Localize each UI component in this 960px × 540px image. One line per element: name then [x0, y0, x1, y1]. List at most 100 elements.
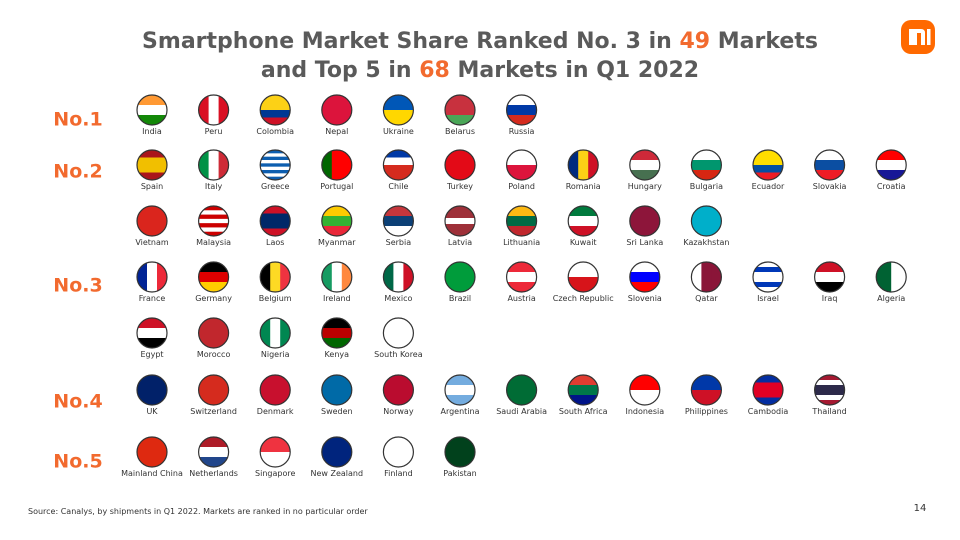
flag: [321, 95, 352, 125]
country-name: Malaysia: [196, 238, 231, 247]
flag: [198, 318, 229, 348]
market: Ireland: [321, 261, 353, 303]
market: Brazil: [444, 261, 476, 303]
country-name: Hungary: [628, 182, 662, 191]
market: Netherlands: [189, 436, 238, 478]
country-name: Saudi Arabia: [496, 407, 547, 416]
market: New Zealand: [311, 436, 364, 478]
country-name: Iraq: [822, 294, 838, 303]
flag: [321, 150, 352, 180]
country-name: Thailand: [811, 407, 846, 416]
market: Argentina: [440, 374, 480, 416]
source-note: Source: Canalys, by shipments in Q1 2022…: [28, 507, 368, 516]
country-name: Indonesia: [625, 407, 664, 416]
flag: [445, 437, 475, 467]
rank-label: No.4: [53, 391, 102, 413]
flag: [445, 206, 475, 236]
flag: [568, 206, 599, 236]
country-name: Egypt: [140, 350, 163, 359]
flag: [137, 375, 167, 405]
market: Israel: [752, 261, 784, 303]
market: Nepal: [321, 94, 353, 136]
market: Czech Republic: [553, 261, 614, 303]
country-name: New Zealand: [311, 469, 364, 478]
flag: [260, 318, 291, 348]
country-name: Peru: [205, 127, 223, 136]
market: UK: [136, 374, 168, 416]
flag: [753, 262, 783, 292]
title-text: and Top 5 in: [261, 58, 419, 83]
country-name: Israel: [757, 294, 779, 303]
country-name: Sweden: [321, 407, 353, 416]
flag: [445, 95, 475, 125]
flag: [198, 206, 229, 236]
market: Mexico: [382, 261, 414, 303]
page-number: 14: [914, 503, 927, 514]
country-name: Belgium: [259, 294, 292, 303]
flag: [629, 150, 660, 180]
flag: [814, 375, 845, 405]
flag: [691, 262, 722, 292]
flag: [568, 262, 599, 292]
country-name: Croatia: [877, 182, 906, 191]
market: South Korea: [374, 317, 423, 359]
market: Poland: [505, 149, 538, 191]
country-name: Romania: [566, 182, 601, 191]
country-name: Poland: [508, 182, 535, 191]
flag: [137, 150, 167, 180]
flag: [260, 150, 291, 180]
country-name: Slovenia: [628, 294, 662, 303]
title-text: Markets: [710, 29, 818, 54]
market: Serbia: [382, 205, 414, 247]
market: Ukraine: [382, 94, 414, 136]
market: Germany: [195, 261, 232, 303]
country-name: Ecuador: [752, 182, 785, 191]
country-name: Lithuania: [503, 238, 540, 247]
flag: [753, 150, 783, 180]
country-name: South Korea: [374, 350, 423, 359]
country-name: Mexico: [384, 294, 412, 303]
flag: [383, 318, 414, 348]
flag: [506, 375, 537, 405]
flag: [383, 437, 414, 467]
country-name: Portugal: [320, 182, 353, 191]
flag: [321, 318, 352, 348]
flag: [506, 95, 537, 125]
market: Egypt: [136, 317, 168, 359]
flag: [137, 95, 167, 125]
country-name: Norway: [383, 407, 414, 416]
flag: [629, 262, 660, 292]
market: Slovenia: [628, 261, 662, 303]
market: Romania: [566, 149, 601, 191]
flag: [137, 318, 167, 348]
country-name: South Africa: [559, 407, 608, 416]
market: Russia: [505, 94, 538, 136]
flag: [568, 375, 599, 405]
market: Laos: [259, 205, 291, 247]
market: Bulgaria: [690, 149, 723, 191]
market: India: [136, 94, 168, 136]
flag: [198, 150, 229, 180]
country-name: Netherlands: [189, 469, 238, 478]
flag: [383, 375, 414, 405]
market: Finland: [382, 436, 414, 478]
market: Greece: [259, 149, 291, 191]
country-name: Kenya: [325, 350, 350, 359]
country-name: Pakistan: [443, 469, 477, 478]
flag: [691, 206, 722, 236]
market: Turkey: [444, 149, 476, 191]
country-name: Serbia: [386, 238, 412, 247]
market: Thailand: [811, 374, 847, 416]
flag: [321, 375, 352, 405]
market: Morocco: [197, 317, 230, 359]
market: Kuwait: [567, 205, 599, 247]
market: Cambodia: [748, 374, 788, 416]
country-name: Chile: [388, 182, 408, 191]
flag: [445, 262, 475, 292]
flag: [321, 437, 352, 467]
market: Ecuador: [752, 149, 785, 191]
country-name: Kuwait: [570, 238, 597, 247]
market: Malaysia: [196, 205, 231, 247]
market: Pakistan: [443, 436, 477, 478]
flag: [321, 262, 352, 292]
